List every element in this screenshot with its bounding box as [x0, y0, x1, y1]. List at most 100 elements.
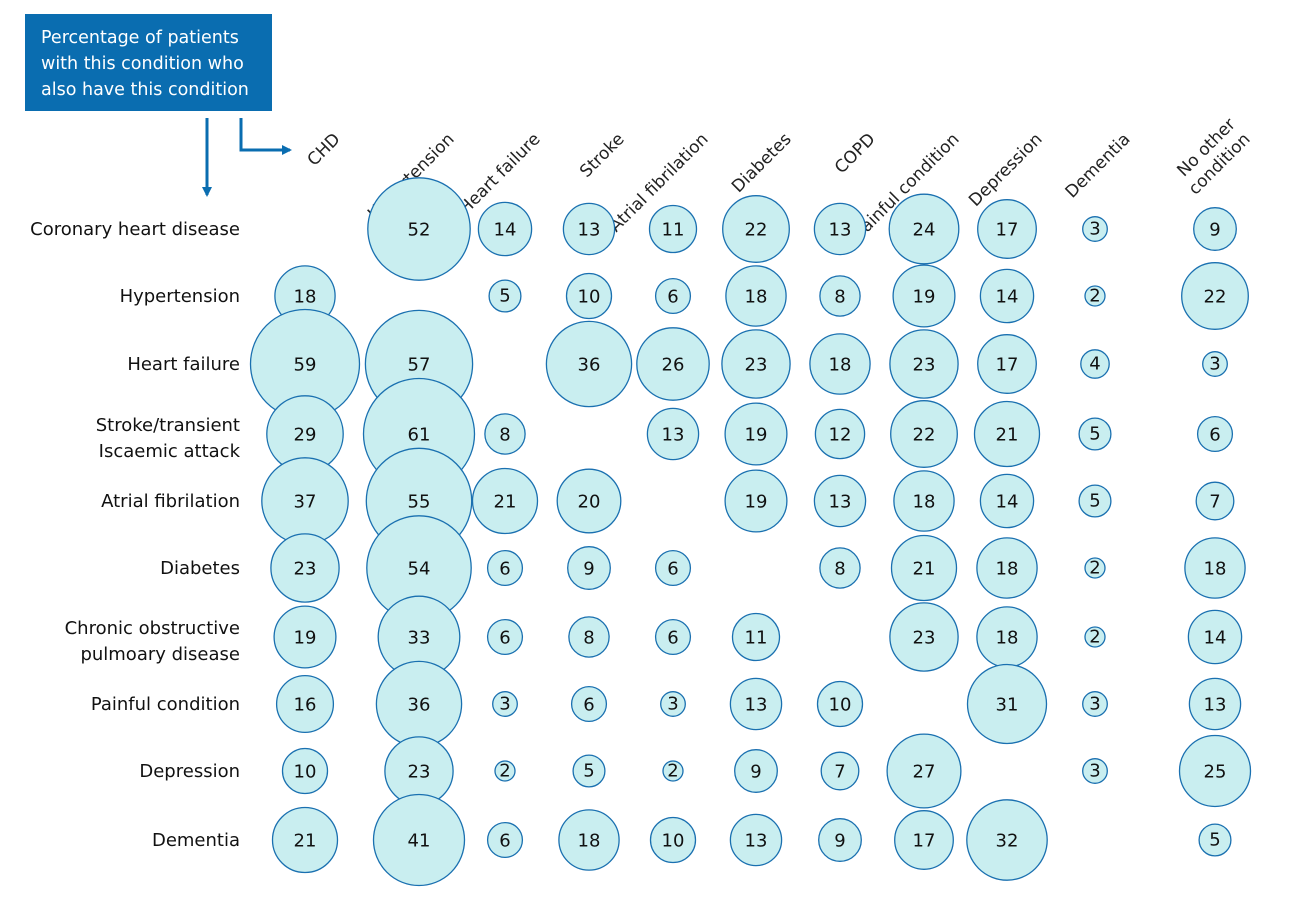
row-label: Diabetes: [160, 558, 240, 579]
bubble-value: 17: [996, 219, 1019, 240]
bubble: [813, 474, 867, 528]
bubble-value: 4: [1089, 353, 1100, 374]
bubble: [270, 533, 340, 603]
bubble: [271, 806, 339, 874]
bubble: [568, 616, 610, 658]
bubble: [648, 204, 698, 254]
row-label: Atrial fibrilation: [101, 491, 240, 512]
bubble-value: 19: [745, 491, 768, 512]
row-label: Heart failure: [127, 354, 240, 375]
bubble: [734, 749, 778, 793]
legend-line: also have this condition: [41, 80, 249, 100]
column-label: Dementia: [1062, 129, 1135, 202]
bubble-value: 36: [578, 354, 601, 375]
bubble: [567, 546, 611, 590]
bubble-value: 57: [408, 354, 431, 375]
right-arrow-icon: [239, 118, 292, 155]
bubble: [729, 677, 783, 731]
bubble-value: 11: [662, 219, 685, 240]
bubble: [636, 327, 710, 401]
row-label-line: Hypertension: [120, 286, 240, 307]
bubble: [979, 268, 1035, 324]
bubble: [888, 193, 960, 265]
bubble-value: 8: [834, 286, 845, 307]
bubble: [471, 467, 539, 535]
bubble-value: 2: [1089, 285, 1100, 306]
bubble-value: 23: [913, 354, 936, 375]
bubble-value: 2: [667, 760, 678, 781]
bubble-value: 18: [1204, 558, 1227, 579]
column-label-line: Depression: [965, 129, 1046, 210]
bubble-value: 13: [1204, 694, 1227, 715]
bubble-value: 2: [499, 760, 510, 781]
bubble-value: 26: [662, 354, 685, 375]
bubble-value: 22: [913, 424, 936, 445]
bubble: [731, 612, 781, 662]
bubble-value: 3: [1089, 760, 1100, 781]
bubble-value: 18: [996, 627, 1019, 648]
bubble-value: 3: [1089, 218, 1100, 239]
bubble: [565, 272, 613, 320]
row-label-line: Depression: [139, 761, 240, 782]
bubble-value: 6: [583, 694, 594, 715]
bubble: [1082, 691, 1108, 717]
bubble-value: 18: [913, 491, 936, 512]
bubble: [558, 809, 620, 871]
bubble: [1181, 262, 1249, 330]
bubble: [977, 334, 1037, 394]
bubble-value: 10: [662, 830, 685, 851]
bubble: [1195, 481, 1235, 521]
bubble-value: 14: [494, 219, 517, 240]
row-label-line: Dementia: [152, 830, 240, 851]
bubble: [819, 275, 861, 317]
bubble-value: 33: [408, 627, 431, 648]
row-label: Depression: [139, 761, 240, 782]
bubble: [977, 199, 1037, 259]
bubble-value: 21: [494, 491, 517, 512]
bubble-value: 21: [913, 558, 936, 579]
bubble: [492, 691, 518, 717]
row-label-line: Heart failure: [127, 354, 240, 375]
bubble-value: 24: [913, 219, 936, 240]
bubble-value: 14: [996, 491, 1019, 512]
bubble-value: 10: [578, 286, 601, 307]
column-label: Diabetes: [728, 129, 796, 197]
bubble: [1198, 823, 1232, 857]
bubble-value: 37: [294, 491, 317, 512]
bubble-value: 36: [408, 694, 431, 715]
bubble-value: 23: [294, 558, 317, 579]
bubble: [488, 279, 522, 313]
column-label: No othercondition: [1170, 115, 1255, 200]
column-label-line: Diabetes: [728, 129, 796, 197]
row-labels: Coronary heart disease Hypertension Heart …: [30, 219, 240, 851]
bubble-value: 8: [499, 424, 510, 445]
bubble: [275, 674, 335, 734]
bubble: [372, 793, 466, 887]
column-label-line: CHD: [304, 129, 345, 170]
bubble: [1188, 677, 1242, 731]
column-label: COPD: [831, 129, 880, 178]
bubble-value: 18: [294, 286, 317, 307]
bubble: [649, 816, 697, 864]
bubble-value: 23: [913, 627, 936, 648]
bubble: [484, 413, 526, 455]
row-label-line: pulmoary disease: [80, 644, 240, 665]
bubble-value: 19: [913, 286, 936, 307]
bubble-value: 5: [499, 285, 510, 306]
row-label-line: Painful condition: [91, 694, 240, 715]
bubble-value: 13: [662, 424, 685, 445]
bubble-value: 31: [996, 694, 1019, 715]
bubble-value: 19: [294, 627, 317, 648]
row-label-line: Stroke/transient: [96, 415, 240, 436]
bubble: [722, 195, 790, 263]
bubble: [820, 751, 860, 791]
bubble: [816, 680, 864, 728]
bubble: [729, 813, 783, 867]
column-label-line: COPD: [831, 129, 880, 178]
bubble: [1084, 557, 1106, 579]
bubble-value: 6: [667, 558, 678, 579]
bubble-value: 7: [834, 761, 845, 782]
bubble-value: 12: [829, 424, 852, 445]
bubble-value: 5: [1089, 423, 1100, 444]
